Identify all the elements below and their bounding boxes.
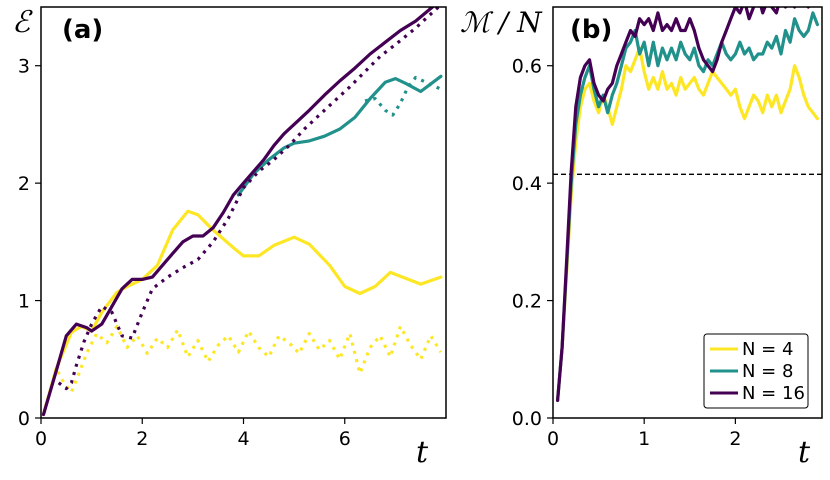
panel-b-xlabel: t (798, 435, 811, 470)
panel-a: 0 2 4 6 0 1 2 3 ℰ t (a) (12, 5, 447, 470)
panel-a-xtick-label: 2 (136, 428, 148, 450)
panel-a-ticks: 0 2 4 6 0 1 2 3 (18, 56, 351, 450)
legend-label-n8: N = 8 (742, 361, 793, 382)
panel-b-xtick-label: 0 (547, 428, 559, 450)
legend-label-n16: N = 16 (742, 383, 805, 404)
panel-b-frame (552, 6, 823, 419)
panel-b-xtick-label: 2 (729, 428, 741, 450)
panel-a-series-n-16-solid (41, 7, 436, 417)
legend: N = 4 N = 8 N = 16 (703, 333, 809, 409)
panel-a-plot-area (41, 7, 443, 417)
panel-b-ticks: 0 1 2 0.0 0.2 0.4 0.6 (512, 56, 742, 450)
panel-a-series-n-4-dotted (41, 324, 443, 415)
panel-b-ylabel: ℳ / N (460, 6, 543, 39)
panel-b-ytick-label: 0.4 (512, 173, 542, 195)
panel-a-ytick-label: 0 (18, 408, 30, 430)
panel-a-label: (a) (62, 15, 103, 45)
panel-b-ytick-label: 0.0 (512, 408, 542, 430)
panel-b-series-n-8 (555, 11, 820, 402)
panel-b-ytick-label: 0.2 (512, 291, 542, 313)
panel-b-ytick-label: 0.6 (512, 56, 542, 78)
panel-a-ytick-label: 1 (18, 291, 30, 313)
panel-b-label: (b) (570, 15, 612, 45)
panel-a-ytick-label: 2 (18, 173, 30, 195)
panel-a-series-n-8-solid (236, 74, 443, 197)
panel-a-series-n-8-dotted (364, 75, 442, 117)
panel-a-ylabel: ℰ (12, 5, 33, 40)
panel-a-ytick-label: 3 (18, 56, 30, 78)
panel-b-series-n-16 (555, 7, 811, 402)
legend-box (703, 333, 809, 409)
panel-a-xlabel: t (416, 435, 429, 470)
legend-label-n4: N = 4 (742, 339, 793, 360)
panel-b: 0 1 2 0.0 0.2 0.4 0.6 ℳ / N t (b) N = 4 N = 8 … (460, 6, 823, 470)
panel-a-xtick-label: 6 (339, 428, 351, 450)
panel-b-xtick-label: 1 (638, 428, 650, 450)
panel-a-frame (40, 6, 447, 419)
panel-a-series-n-4-solid (41, 209, 443, 417)
panel-a-series-n-16-dotted (57, 7, 441, 391)
panel-a-xtick-label: 4 (237, 428, 249, 450)
panel-b-plot-area (553, 7, 822, 402)
panel-a-xtick-label: 0 (35, 428, 47, 450)
